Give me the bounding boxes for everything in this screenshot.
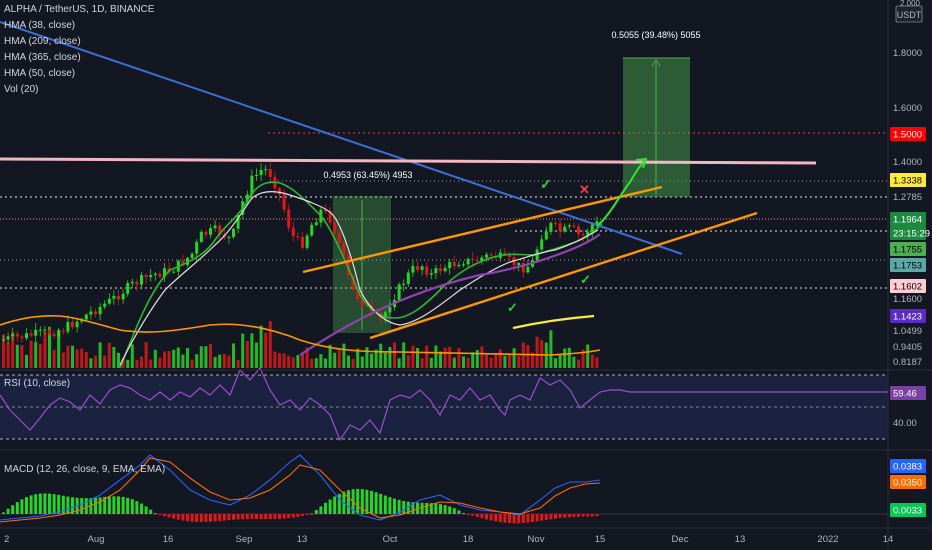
price-tick: 1.6000 bbox=[893, 103, 922, 114]
time-axis[interactable]: 2 Aug 16 Sep 13 Oct 18 Nov 15 Dec 13 2022 14 bbox=[0, 527, 932, 545]
macd-histogram bbox=[2, 488, 599, 524]
volume-bars bbox=[2, 321, 599, 368]
svg-text:23:15:29: 23:15:29 bbox=[893, 229, 930, 240]
rsi-title: RSI (10, close) bbox=[4, 378, 70, 389]
price-badge: 1.1753 bbox=[890, 258, 926, 272]
channel-upper bbox=[302, 185, 663, 274]
currency-label: USDT bbox=[897, 10, 922, 20]
price-badge: 1.3338 bbox=[890, 173, 926, 187]
price-badge: 23:15:29 bbox=[890, 226, 930, 240]
x-label: Sep bbox=[236, 534, 253, 545]
blue-trendline bbox=[0, 21, 683, 255]
x-label: 16 bbox=[163, 534, 174, 545]
rsi-tick: 40.00 bbox=[893, 418, 917, 429]
rsi-pane[interactable] bbox=[0, 366, 888, 442]
rsi-badge: 59.46 bbox=[890, 386, 926, 400]
check-mark-2: ✓ bbox=[580, 272, 591, 287]
x-label: 18 bbox=[463, 534, 474, 545]
x-label: 2 bbox=[4, 534, 9, 545]
hma-209-line bbox=[299, 233, 601, 356]
macd-line bbox=[0, 454, 601, 521]
price-badges: 1.5000 1.3338 1.1964 23:15:29 1.1755 1.1753 1.… bbox=[890, 127, 930, 323]
symbol-title[interactable]: ALPHA / TetherUS, 1D, BINANCE bbox=[4, 4, 155, 15]
price-badge: 1.5000 bbox=[890, 127, 926, 141]
x-label: 13 bbox=[297, 534, 308, 545]
macd-title: MACD (12, 26, close, 9, EMA, EMA) bbox=[4, 464, 165, 475]
macd-badge: 0.0383 bbox=[890, 459, 926, 473]
x-axis-labels: 2 Aug 16 Sep 13 Oct 18 Nov 15 Dec 13 2022 14 bbox=[4, 534, 893, 545]
price-tick: 0.8187 bbox=[893, 357, 922, 368]
x-label: Oct bbox=[383, 534, 398, 545]
svg-text:0.0033: 0.0033 bbox=[893, 506, 922, 517]
price-tick: 1.8000 bbox=[893, 48, 922, 59]
x-label: 13 bbox=[735, 534, 746, 545]
svg-text:1.1423: 1.1423 bbox=[893, 312, 922, 323]
svg-text:59.46: 59.46 bbox=[893, 389, 917, 400]
x-label: 14 bbox=[883, 534, 894, 545]
rsi-line bbox=[0, 366, 888, 442]
macd-badge: 0.0033 bbox=[890, 503, 926, 517]
price-tick: 1.1600 bbox=[893, 294, 922, 305]
rsi-value-badge: 59.46 bbox=[890, 386, 926, 400]
indicator-hma-38[interactable]: HMA (38, close) bbox=[4, 20, 76, 31]
price-badge: 1.1964 bbox=[890, 212, 926, 226]
indicator-hma-209[interactable]: HMA (209, close) bbox=[4, 36, 81, 47]
indicator-hma-365[interactable]: HMA (365, close) bbox=[4, 52, 81, 63]
check-mark-1: ✓ bbox=[540, 176, 552, 192]
measure-1-label: 0.4953 (63.45%) 4953 bbox=[323, 170, 412, 180]
price-tick: 0.9405 bbox=[893, 342, 922, 353]
svg-text:1.3338: 1.3338 bbox=[893, 176, 922, 187]
svg-text:1.1755: 1.1755 bbox=[893, 245, 922, 256]
hma-50-line bbox=[119, 191, 599, 366]
price-axis[interactable]: 2.000 USDT 1.8000 1.6000 1.4000 1.2785 1.175… bbox=[887, 0, 932, 550]
x-label: Nov bbox=[528, 534, 545, 545]
orange-arc bbox=[512, 314, 595, 330]
x-label: Dec bbox=[672, 534, 689, 545]
projection-arrow bbox=[596, 159, 647, 227]
signal-line bbox=[0, 457, 601, 523]
svg-text:1.5000: 1.5000 bbox=[893, 130, 922, 141]
channel-lower bbox=[369, 211, 758, 340]
indicator-volume[interactable]: Vol (20) bbox=[4, 84, 39, 95]
macd-value-badges: 0.0383 0.0350 0.0033 bbox=[890, 459, 926, 517]
svg-text:0.0383: 0.0383 bbox=[893, 462, 922, 473]
svg-text:1.1753: 1.1753 bbox=[893, 261, 922, 272]
macd-pane[interactable] bbox=[0, 454, 888, 524]
indicator-hma-50[interactable]: HMA (50, close) bbox=[4, 68, 76, 79]
x-label: Aug bbox=[88, 534, 105, 545]
trend-lines[interactable]: ✓ ✕ ✓ ✓ bbox=[0, 21, 817, 340]
check-mark-3: ✓ bbox=[507, 300, 518, 315]
price-tick: 1.0499 bbox=[893, 326, 922, 337]
top-partial-tick: 2.000 bbox=[900, 0, 921, 8]
measure-2-label: 0.5055 (39.48%) 5055 bbox=[611, 30, 700, 40]
svg-text:0.0350: 0.0350 bbox=[893, 478, 922, 489]
hma-365-line bbox=[0, 315, 601, 356]
x-label: 15 bbox=[595, 534, 606, 545]
price-tick: 1.4000 bbox=[893, 157, 922, 168]
moving-average-lines bbox=[0, 181, 603, 369]
cross-mark: ✕ bbox=[579, 182, 590, 197]
svg-text:1.1602: 1.1602 bbox=[893, 282, 922, 293]
indicator-legend: ALPHA / TetherUS, 1D, BINANCE HMA (38, c… bbox=[4, 2, 154, 98]
x-label: 2022 bbox=[817, 534, 838, 545]
price-badge: 1.1423 bbox=[890, 309, 926, 323]
price-tick: 1.2785 bbox=[893, 192, 922, 203]
svg-text:1.1964: 1.1964 bbox=[893, 215, 922, 226]
macd-badge: 0.0350 bbox=[890, 475, 926, 489]
price-badge: 1.1755 bbox=[890, 242, 926, 256]
pink-resistance bbox=[0, 157, 817, 165]
price-badge: 1.1602 bbox=[890, 279, 926, 293]
